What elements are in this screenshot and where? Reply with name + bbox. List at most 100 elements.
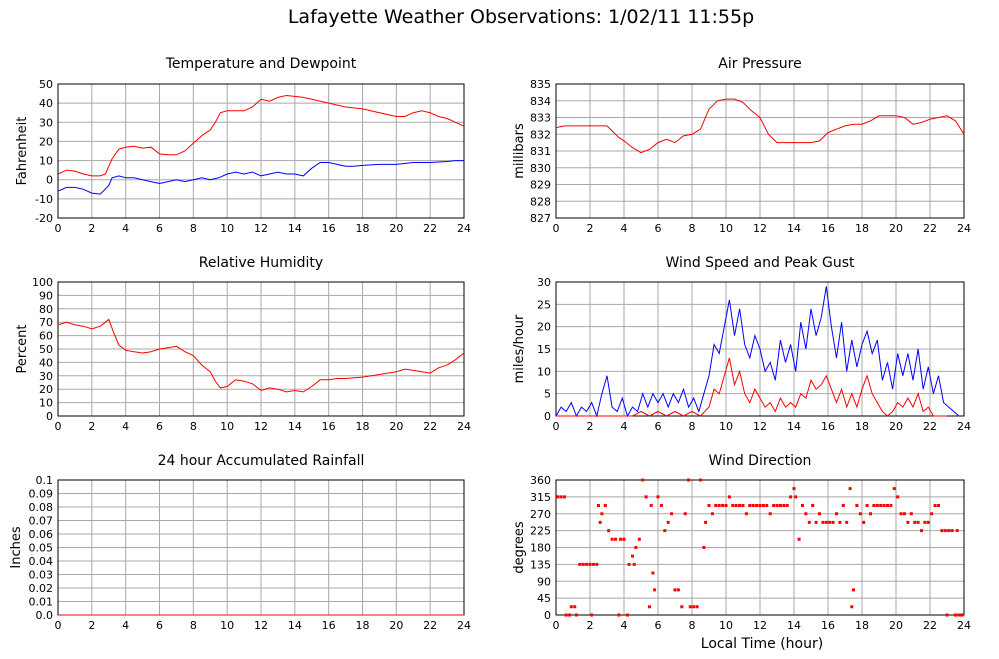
direction-point	[683, 512, 687, 516]
pressure-x-tick-label: 10	[719, 222, 733, 235]
direction-x-tick-label: 16	[821, 619, 835, 632]
temp-x-tick-label: 18	[356, 222, 370, 235]
humidity-x-tick-label: 22	[423, 420, 437, 433]
humidity-x-tick-label: 2	[88, 420, 95, 433]
rain-x-tick-label: 24	[457, 619, 471, 632]
direction-y-tick-label: 45	[537, 592, 551, 605]
humidity-series-line-0	[57, 318, 465, 393]
direction-point	[909, 512, 913, 516]
direction-y-tick-label: 135	[530, 558, 551, 571]
humidity-y-tick-label: 50	[39, 343, 53, 356]
pressure-plot-frame	[555, 83, 965, 219]
direction-point	[649, 504, 653, 507]
direction-point	[588, 562, 592, 566]
direction-point	[631, 554, 634, 558]
direction-point	[789, 495, 793, 499]
direction-point	[838, 520, 842, 524]
rain-x-tick-label: 10	[220, 619, 234, 632]
temp-chart: 0 2 4 6 8 10 12 14 16 18 20 22 24-20-1001020304050Fa…	[15, 78, 471, 235]
direction-point	[687, 478, 691, 482]
humidity-x-tick-label: 18	[356, 420, 370, 433]
temp-y-tick-label: 10	[39, 155, 53, 168]
direction-point	[778, 504, 782, 507]
direction-point	[920, 529, 923, 533]
wind-y-tick-label: 30	[537, 276, 551, 289]
direction-point	[731, 504, 735, 507]
rain-x-tick-label: 4	[122, 619, 129, 632]
temp-x-tick-label: 10	[220, 222, 234, 235]
wind-x-tick-label: 12	[753, 420, 767, 433]
humidity-x-tick-label: 10	[220, 420, 234, 433]
rain-y-tick-label: 0.0	[36, 609, 54, 622]
direction-point	[957, 613, 961, 617]
direction-point	[869, 512, 872, 516]
direction-point	[721, 504, 725, 507]
rain-y-tick-label: 0.05	[29, 542, 54, 555]
direction-point	[591, 562, 595, 566]
pressure-y-tick-label: 833	[530, 112, 551, 125]
wind-y-tick-label: 10	[537, 365, 551, 378]
wind-x-tick-label: 16	[821, 420, 835, 433]
direction-point	[734, 504, 738, 507]
direction-point	[943, 529, 947, 533]
temp-x-tick-label: 12	[254, 222, 268, 235]
rain-y-tick-label: 0.04	[29, 555, 54, 568]
direction-point	[892, 487, 896, 491]
temp-x-tick-label: 20	[389, 222, 403, 235]
direction-point	[651, 571, 655, 575]
direction-x-tick-label: 20	[889, 619, 903, 632]
temp-chart-title: Temperature and Dewpoint	[165, 56, 357, 72]
pressure-x-tick-label: 0	[553, 222, 560, 235]
wind-y-tick-label: 25	[537, 298, 551, 311]
direction-x-tick-label: 24	[957, 619, 971, 632]
direction-point	[648, 605, 651, 609]
direction-point	[741, 504, 745, 507]
temp-y-tick-label: 30	[39, 116, 53, 129]
rain-y-tick-label: 0.01	[29, 596, 54, 609]
direction-point	[804, 512, 808, 516]
humidity-x-tick-label: 0	[55, 420, 62, 433]
rain-x-tick-label: 14	[288, 619, 302, 632]
direction-x-tick-label: 0	[553, 619, 560, 632]
temp-x-tick-label: 0	[55, 222, 62, 235]
wind-x-tick-label: 14	[787, 420, 801, 433]
temp-y-tick-label: 50	[39, 78, 53, 91]
humidity-y-tick-label: 70	[39, 316, 53, 329]
direction-point	[724, 504, 728, 507]
humidity-y-tick-label: 0	[46, 410, 53, 423]
humidity-y-tick-label: 20	[39, 383, 53, 396]
temp-x-tick-label: 24	[457, 222, 471, 235]
rain-x-tick-label: 22	[423, 619, 437, 632]
pressure-x-tick-label: 14	[787, 222, 801, 235]
direction-point	[597, 504, 600, 507]
direction-point	[947, 529, 951, 533]
direction-point	[889, 504, 893, 507]
pressure-x-tick-label: 18	[855, 222, 869, 235]
direction-point	[659, 504, 663, 507]
temp-x-tick-label: 22	[423, 222, 437, 235]
wind-plot-frame	[555, 281, 965, 417]
x-axis-title: Local Time (hour)	[700, 636, 824, 652]
wind-x-tick-label: 18	[855, 420, 869, 433]
humidity-y-tick-label: 90	[39, 289, 53, 302]
direction-point	[710, 512, 714, 516]
direction-point	[835, 512, 838, 516]
direction-point	[916, 520, 920, 524]
direction-point	[641, 478, 645, 482]
direction-point	[632, 562, 636, 566]
humidity-chart-title: Relative Humidity	[198, 255, 324, 271]
wind-x-tick-label: 24	[957, 420, 971, 433]
direction-point	[955, 529, 959, 533]
temp-y-tick-label: 0	[46, 174, 53, 187]
humidity-x-tick-label: 14	[288, 420, 302, 433]
direction-x-tick-label: 8	[689, 619, 696, 632]
direction-point	[688, 605, 692, 609]
wind-x-tick-label: 20	[889, 420, 903, 433]
direction-point	[714, 504, 718, 507]
wind-y-tick-label: 5	[544, 388, 551, 401]
humidity-x-tick-label: 6	[156, 420, 163, 433]
direction-point	[707, 504, 711, 507]
humidity-x-tick-label: 16	[322, 420, 336, 433]
direction-y-tick-label: 90	[537, 575, 551, 588]
